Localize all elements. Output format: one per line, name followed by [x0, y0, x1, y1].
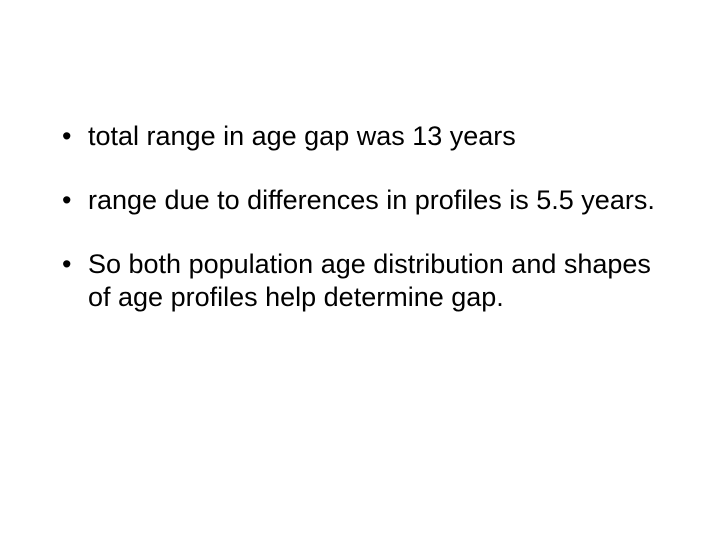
bullet-text: total range in age gap was 13 years [88, 121, 516, 151]
bullet-text: So both population age distribution and … [88, 249, 651, 313]
bullet-item: range due to differences in profiles is … [60, 184, 660, 218]
bullet-text: range due to differences in profiles is … [88, 185, 655, 215]
bullet-item: total range in age gap was 13 years [60, 120, 660, 154]
bullet-list: total range in age gap was 13 years rang… [60, 120, 660, 315]
bullet-item: So both population age distribution and … [60, 248, 660, 316]
slide: total range in age gap was 13 years rang… [0, 0, 720, 540]
